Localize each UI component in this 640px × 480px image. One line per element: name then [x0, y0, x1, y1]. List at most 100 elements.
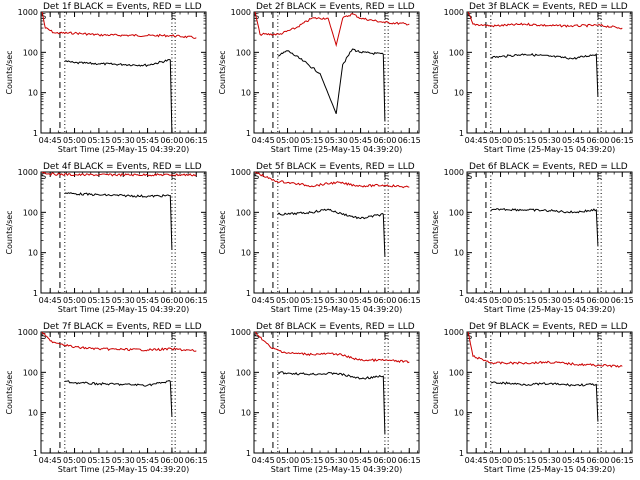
- x-tick-label: 05:45: [349, 296, 372, 305]
- chart-title: Det 8f BLACK = Events, RED = LLD: [256, 322, 415, 332]
- y-tick-label: 100: [449, 208, 464, 217]
- x-tick-label: 05:15: [513, 136, 536, 145]
- events-series-line: [277, 48, 386, 121]
- x-tick-label: 05:30: [325, 456, 348, 465]
- y-tick-label: 1: [246, 289, 251, 298]
- x-tick-label: 06:15: [398, 136, 421, 145]
- events-series-line: [277, 208, 386, 257]
- y-tick-label: 1: [246, 129, 251, 138]
- y-axis-label: Counts/sec: [5, 210, 14, 254]
- x-tick-label: 04:45: [39, 296, 62, 305]
- x-axis-label: Start Time (25-May-15 04:39:20): [484, 465, 615, 474]
- y-tick-label: 1: [246, 449, 251, 458]
- y-tick-label: 1: [33, 289, 38, 298]
- chart-svg: Det 7f BLACK = Events, RED = LLD 1 10 100 10…: [5, 322, 208, 474]
- lld-series-line: [467, 331, 623, 368]
- x-tick-label: 05:00: [63, 456, 86, 465]
- x-tick-label: 05:15: [87, 456, 110, 465]
- x-tick-label: 05:15: [87, 136, 110, 145]
- x-tick-label: 05:00: [276, 456, 299, 465]
- x-tick-label: 05:00: [276, 296, 299, 305]
- chart-svg: Det 2f BLACK = Events, RED = LLD 1 10 100 10…: [218, 2, 421, 154]
- x-tick-label: 04:45: [252, 136, 275, 145]
- x-tick-label: 05:30: [538, 456, 561, 465]
- chart-svg: Det 8f BLACK = Events, RED = LLD 1 10 100 10…: [218, 322, 421, 474]
- events-series-line: [64, 380, 173, 417]
- plot-frame: [466, 171, 633, 294]
- y-tick-label: 1000: [444, 8, 464, 17]
- start-marker: S: [254, 12, 259, 21]
- plot-frame: [466, 11, 633, 134]
- x-tick-label: 05:30: [112, 296, 135, 305]
- x-tick-label: 05:45: [136, 296, 159, 305]
- events-series-line: [277, 371, 386, 434]
- events-series-line: [490, 207, 599, 246]
- x-tick-label: 06:15: [185, 456, 208, 465]
- x-tick-label: 05:15: [513, 456, 536, 465]
- start-marker: S: [41, 332, 46, 341]
- chart-title: Det 9f BLACK = Events, RED = LLD: [469, 322, 628, 332]
- x-tick-label: 05:15: [513, 296, 536, 305]
- end-marker: E: [384, 172, 389, 181]
- y-tick-label: 100: [449, 48, 464, 57]
- y-tick-label: 10: [241, 249, 251, 258]
- lld-series-line: [254, 11, 410, 48]
- y-tick-label: 10: [28, 89, 38, 98]
- x-tick-label: 06:00: [586, 136, 609, 145]
- x-tick-label: 05:45: [562, 296, 585, 305]
- end-marker: E: [597, 12, 602, 21]
- y-tick-label: 100: [236, 368, 251, 377]
- x-tick-label: 05:00: [489, 456, 512, 465]
- y-axis-label: Counts/sec: [218, 50, 227, 94]
- x-tick-label: 04:45: [39, 456, 62, 465]
- y-tick-label: 10: [454, 89, 464, 98]
- events-series-line: [490, 53, 599, 97]
- x-tick-label: 05:30: [325, 136, 348, 145]
- x-tick-label: 05:30: [112, 136, 135, 145]
- chart-svg: Det 1f BLACK = Events, RED = LLD 1 10 100 10…: [5, 2, 208, 154]
- x-tick-label: 05:00: [63, 136, 86, 145]
- detector-chart-1: Det 1f BLACK = Events, RED = LLD 1 10 100 10…: [0, 0, 213, 160]
- y-axis-label: Counts/sec: [431, 210, 440, 254]
- y-tick-label: 1: [33, 449, 38, 458]
- x-tick-label: 05:00: [489, 136, 512, 145]
- start-marker: S: [254, 332, 259, 341]
- x-tick-label: 05:15: [87, 296, 110, 305]
- x-tick-label: 06:00: [373, 456, 396, 465]
- x-tick-label: 05:45: [349, 456, 372, 465]
- chart-title: Det 3f BLACK = Events, RED = LLD: [469, 2, 628, 12]
- detector-chart-4: Det 4f BLACK = Events, RED = LLD 1 10 100 10…: [0, 160, 213, 320]
- y-axis-label: Counts/sec: [218, 210, 227, 254]
- chart-svg: Det 9f BLACK = Events, RED = LLD 1 10 100 10…: [431, 322, 634, 474]
- y-axis-label: Counts/sec: [431, 50, 440, 94]
- y-tick-label: 100: [236, 48, 251, 57]
- x-tick-label: 05:45: [562, 136, 585, 145]
- x-tick-label: 06:00: [373, 296, 396, 305]
- x-axis-label: Start Time (25-May-15 04:39:20): [484, 145, 615, 154]
- lld-series-line: [254, 331, 410, 364]
- x-tick-label: 05:30: [538, 296, 561, 305]
- x-tick-label: 06:00: [586, 456, 609, 465]
- x-tick-label: 05:45: [349, 136, 372, 145]
- y-tick-label: 1000: [231, 8, 251, 17]
- y-axis-label: Counts/sec: [431, 370, 440, 414]
- start-marker: S: [41, 12, 46, 21]
- plot-frame: [466, 331, 633, 454]
- y-tick-label: 1000: [231, 328, 251, 337]
- lld-series-line: [41, 11, 197, 39]
- detector-chart-9: Det 9f BLACK = Events, RED = LLD 1 10 100 10…: [426, 320, 639, 480]
- y-tick-label: 10: [28, 409, 38, 418]
- x-tick-label: 04:45: [39, 136, 62, 145]
- y-axis-label: Counts/sec: [5, 370, 14, 414]
- x-tick-label: 04:45: [252, 456, 275, 465]
- end-marker: E: [171, 12, 176, 21]
- y-tick-label: 100: [236, 208, 251, 217]
- x-tick-label: 06:00: [160, 136, 183, 145]
- y-tick-label: 1: [459, 129, 464, 138]
- events-series-line: [64, 192, 173, 250]
- start-marker: S: [467, 332, 472, 341]
- x-axis-label: Start Time (25-May-15 04:39:20): [271, 145, 402, 154]
- x-tick-label: 06:15: [398, 296, 421, 305]
- chart-svg: Det 3f BLACK = Events, RED = LLD 1 10 100 10…: [431, 2, 634, 154]
- x-tick-label: 04:45: [465, 296, 488, 305]
